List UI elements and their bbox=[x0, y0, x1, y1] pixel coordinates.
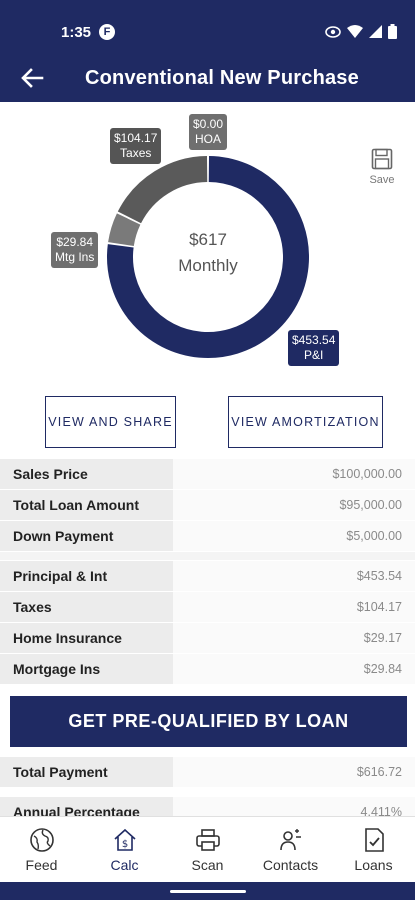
nav-item-calc[interactable]: $ Calc bbox=[83, 817, 166, 882]
nav-item-feed[interactable]: Feed bbox=[0, 817, 83, 882]
battery-icon bbox=[388, 24, 397, 39]
row-value: $453.54 bbox=[173, 561, 415, 591]
donut-slice-p-i bbox=[107, 156, 309, 358]
signal-icon bbox=[369, 25, 382, 38]
mtg-ins-tag: $29.84 Mtg Ins bbox=[51, 232, 99, 268]
pi-tag-value: $453.54 bbox=[292, 333, 336, 347]
status-bar: 1:35 F bbox=[0, 0, 415, 58]
table-row: Principal & Int $453.54 bbox=[0, 561, 415, 591]
section-divider bbox=[0, 552, 415, 560]
row-label: Home Insurance bbox=[0, 623, 173, 653]
table-row: Taxes $104.17 bbox=[0, 592, 415, 622]
nav-item-scan[interactable]: Scan bbox=[166, 817, 249, 882]
row-label: Sales Price bbox=[0, 459, 173, 489]
globe-icon bbox=[29, 828, 54, 852]
save-label: Save bbox=[369, 174, 395, 186]
nav-item-contacts[interactable]: Contacts bbox=[249, 817, 332, 882]
nav-label: Loans bbox=[354, 857, 393, 873]
taxes-tag-name: Taxes bbox=[120, 146, 152, 160]
page-title: Conventional New Purchase bbox=[85, 67, 359, 89]
row-label: Down Payment bbox=[0, 521, 173, 551]
bottom-navigation: Feed $ Calc Scan Contacts Loans bbox=[0, 816, 415, 882]
table-row: Sales Price $100,000.00 bbox=[0, 459, 415, 489]
row-label: Principal & Int bbox=[0, 561, 173, 591]
printer-icon bbox=[195, 829, 220, 851]
document-check-icon bbox=[364, 828, 384, 852]
donut-slice-mtg-ins bbox=[108, 213, 141, 247]
row-label: Total Loan Amount bbox=[0, 490, 173, 520]
nav-label: Calc bbox=[110, 857, 139, 873]
get-pre-qualified-button[interactable]: GET PRE-QUALIFIED BY LOAN bbox=[10, 696, 407, 747]
row-label: Mortgage Ins bbox=[0, 654, 173, 684]
taxes-tag-value: $104.17 bbox=[114, 131, 158, 145]
nav-label: Feed bbox=[25, 857, 58, 873]
table-row: Home Insurance $29.17 bbox=[0, 623, 415, 653]
save-icon bbox=[371, 148, 393, 170]
wifi-icon bbox=[347, 25, 363, 38]
donut-center-amount: $617 bbox=[189, 230, 227, 249]
donut-slice-taxes bbox=[117, 156, 208, 224]
nav-label: Scan bbox=[191, 857, 224, 873]
home-gesture-handle[interactable] bbox=[170, 890, 246, 893]
hoa-tag-name: HOA bbox=[195, 132, 222, 146]
svg-text:$: $ bbox=[121, 839, 127, 850]
row-value: $29.84 bbox=[173, 654, 415, 684]
status-icons bbox=[325, 24, 397, 39]
row-value: $5,000.00 bbox=[173, 521, 415, 551]
nav-item-loans[interactable]: Loans bbox=[332, 817, 415, 882]
pi-tag: $453.54 P&I bbox=[288, 330, 340, 366]
table-row: Total Loan Amount $95,000.00 bbox=[0, 490, 415, 520]
row-value: $104.17 bbox=[173, 592, 415, 622]
nav-label: Contacts bbox=[262, 857, 319, 873]
hoa-tag: $0.00 HOA bbox=[189, 114, 228, 150]
hoa-tag-value: $0.00 bbox=[193, 117, 224, 131]
donut-center-label: Monthly bbox=[178, 256, 238, 275]
taxes-tag: $104.17 Taxes bbox=[110, 128, 162, 164]
eye-icon bbox=[325, 25, 341, 38]
contacts-icon bbox=[279, 829, 301, 851]
row-value: $100,000.00 bbox=[173, 459, 415, 489]
save-button[interactable]: Save bbox=[364, 148, 400, 186]
payment-donut-chart bbox=[107, 156, 309, 358]
pi-tag-name: P&I bbox=[304, 348, 324, 362]
row-value: $29.17 bbox=[173, 623, 415, 653]
back-arrow-icon[interactable] bbox=[18, 64, 46, 92]
row-label: Taxes bbox=[0, 592, 173, 622]
mtg-ins-tag-name: Mtg Ins bbox=[55, 250, 95, 264]
table-row: Total Payment $616.72 bbox=[0, 757, 415, 787]
table-row: Down Payment $5,000.00 bbox=[0, 521, 415, 551]
row-value: $616.72 bbox=[173, 757, 415, 787]
view-amortization-button[interactable]: VIEW AMORTIZATION bbox=[228, 396, 383, 448]
app-bar: Conventional New Purchase bbox=[0, 58, 415, 102]
app-notification-icon: F bbox=[99, 24, 115, 40]
status-time: 1:35 bbox=[61, 24, 92, 41]
row-label: Total Payment bbox=[0, 757, 173, 787]
calculator-house-icon: $ bbox=[113, 828, 136, 851]
table-row: Mortgage Ins $29.84 bbox=[0, 654, 415, 684]
view-and-share-button[interactable]: VIEW AND SHARE bbox=[45, 396, 176, 448]
mtg-ins-tag-value: $29.84 bbox=[56, 235, 94, 249]
row-value: $95,000.00 bbox=[173, 490, 415, 520]
